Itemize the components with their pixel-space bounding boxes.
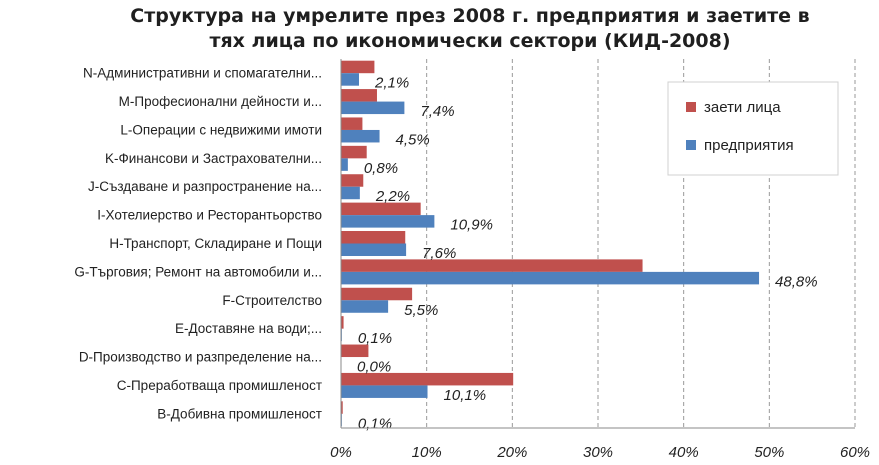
category-label: B-Добивна промишленост xyxy=(157,406,322,421)
data-label: 5,5% xyxy=(404,302,438,319)
data-label: 10,1% xyxy=(444,387,487,404)
category-label: G-Търговия; Ремонт на автомобили и... xyxy=(74,264,322,279)
legend-swatch-заети-лица xyxy=(686,102,696,112)
x-axis-ticks: 0% 10% 20% 30% 40% 50% 60% xyxy=(330,444,870,461)
chart-title-line-2: тях лица по икономически сектори (КИД-20… xyxy=(209,30,730,52)
data-label: 0,1% xyxy=(358,330,392,347)
data-label: 0,0% xyxy=(357,359,391,376)
category-label: K-Финансови и Застрахователни... xyxy=(105,151,322,166)
x-tick-label: 20% xyxy=(496,444,527,461)
category-label: D-Производство и разпределение на... xyxy=(79,350,322,365)
bar-predpriyatiya xyxy=(341,215,435,228)
legend: заети лица предприятия xyxy=(667,81,839,176)
bar-predpriyatiya xyxy=(341,271,760,285)
bar-zaeti-litsa xyxy=(341,372,514,386)
bar-zaeti-litsa xyxy=(341,89,377,102)
data-label: 0,1% xyxy=(358,415,392,432)
data-label: 10,9% xyxy=(450,217,493,234)
data-label: 48,8% xyxy=(775,273,818,290)
bar-zaeti-litsa xyxy=(341,117,363,130)
bar-zaeti-litsa xyxy=(341,259,643,272)
data-label: 4,5% xyxy=(396,131,430,148)
legend-label-предприятия: предприятия xyxy=(704,137,794,154)
category-labels: N-Административни и спомагателни... M-Про… xyxy=(74,66,322,422)
bars xyxy=(341,60,760,427)
data-label: 7,6% xyxy=(422,245,456,262)
category-label: F-Строителство xyxy=(222,293,322,308)
data-label: 2,1% xyxy=(374,75,409,92)
bar-zaeti-litsa xyxy=(341,316,344,329)
bar-zaeti-litsa xyxy=(341,174,364,187)
data-labels: 2,1% 7,4% 4,5% 0,8% 2,2% 10,9% 7,6% 48,8% 5,5% 0,… xyxy=(357,75,818,433)
bar-predpriyatiya xyxy=(341,385,428,398)
bar-zaeti-litsa xyxy=(341,287,413,301)
bar-predpriyatiya xyxy=(341,158,348,171)
x-tick-label: 60% xyxy=(840,444,870,461)
bar-predpriyatiya xyxy=(341,186,360,200)
category-label: C-Преработваща промишленост xyxy=(117,378,322,393)
legend-label-заети-лица: заети лица xyxy=(704,99,781,116)
legend-swatch-предприятия xyxy=(686,140,696,150)
data-label: 2,2% xyxy=(375,188,410,205)
bar-predpriyatiya xyxy=(341,129,380,143)
category-label: N-Административни и спомагателни... xyxy=(83,66,322,81)
category-label: H-Транспорт, Складиране и Пощи xyxy=(109,236,322,251)
data-label: 7,4% xyxy=(420,103,454,120)
x-tick-label: 40% xyxy=(669,444,699,461)
bar-zaeti-litsa xyxy=(341,231,406,244)
bar-zaeti-litsa xyxy=(341,145,367,159)
bar-zaeti-litsa xyxy=(341,202,421,216)
x-tick-label: 30% xyxy=(583,444,613,461)
bar-zaeti-litsa xyxy=(341,344,369,358)
category-label: I-Хотелиерство и Ресторантьорство xyxy=(97,208,322,223)
category-label: E-Доставяне на води;... xyxy=(175,321,322,336)
x-tick-label: 50% xyxy=(754,444,784,461)
x-tick-label: 0% xyxy=(330,444,352,461)
bar-zaeti-litsa xyxy=(341,401,343,414)
bar-predpriyatiya xyxy=(341,243,407,256)
bar-zaeti-litsa xyxy=(341,60,375,74)
gridlines xyxy=(426,59,856,428)
category-label: J-Създаване и разпространение на... xyxy=(88,179,322,194)
bar-predpriyatiya xyxy=(341,101,405,115)
data-label: 0,8% xyxy=(364,160,398,177)
category-label: L-Операции с недвижими имоти xyxy=(120,122,322,137)
bar-predpriyatiya xyxy=(341,300,389,313)
chart-title-line-1: Структура на умрелите през 2008 г. предп… xyxy=(130,5,809,27)
bar-predpriyatiya xyxy=(341,73,359,86)
legend-box xyxy=(667,81,839,176)
axes xyxy=(340,59,855,429)
category-label: M-Професионални дейности и... xyxy=(119,94,322,109)
x-tick-label: 10% xyxy=(412,444,442,461)
